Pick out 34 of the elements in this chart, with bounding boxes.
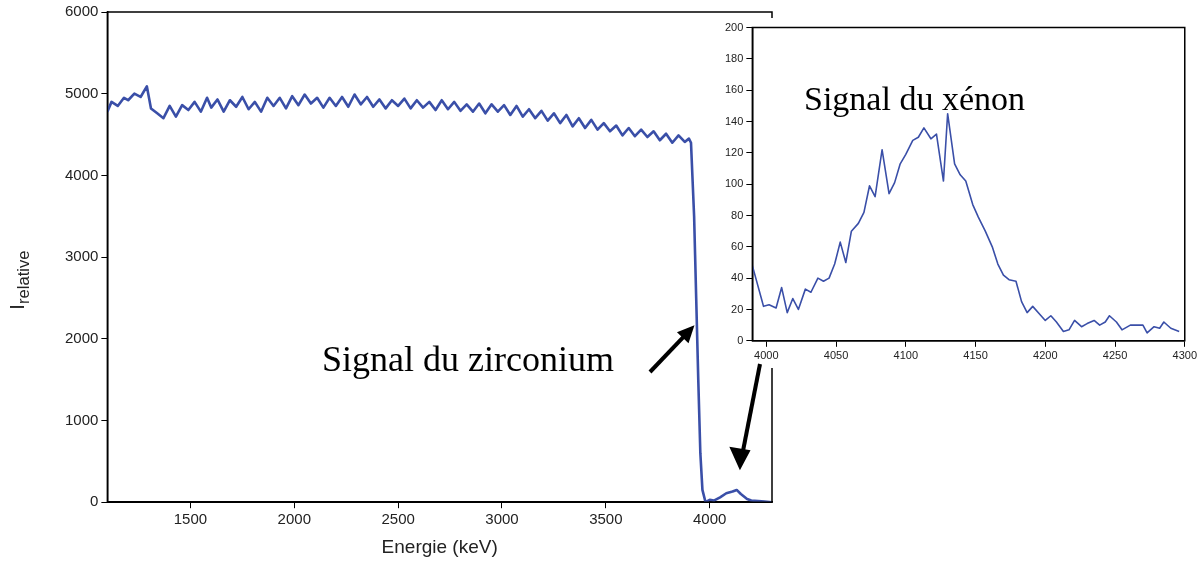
y-tick-label: 20	[731, 302, 744, 315]
y-tick-label: 160	[724, 83, 744, 96]
x-tick-label: 4100	[893, 349, 919, 362]
x-tick-label: 4250	[1102, 349, 1128, 362]
x-tick-label: 3000	[485, 510, 519, 528]
y-tick-label: 3000	[64, 247, 99, 265]
y-tick-label: 80	[731, 208, 744, 221]
x-tick-label: 4200	[1033, 349, 1058, 362]
y-tick-label: 4000	[64, 165, 99, 183]
y-tick-label: 100	[724, 177, 744, 190]
annotation: Signal du xénon	[804, 80, 1025, 118]
x-tick-label: 2000	[277, 510, 311, 528]
x-tick-label: 3500	[589, 510, 623, 528]
y-tick-label: 5000	[64, 83, 99, 101]
annotation: Signal du zirconium	[322, 338, 614, 380]
x-tick-label: 4300	[1172, 349, 1198, 362]
x-axis-title: Energie (keV)	[381, 535, 498, 557]
x-tick-label: 4000	[693, 510, 727, 528]
x-tick-label: 4050	[823, 349, 849, 362]
y-tick-label: 2000	[64, 328, 99, 346]
y-tick-label: 6000	[64, 2, 99, 20]
y-tick-label: 0	[737, 333, 744, 346]
x-tick-label: 2500	[381, 510, 415, 528]
y-tick-label: 140	[724, 114, 744, 127]
x-tick-label: 1500	[173, 510, 208, 528]
y-tick-label: 200	[724, 20, 744, 33]
x-tick-label: 4150	[963, 349, 988, 362]
y-tick-label: 120	[724, 145, 744, 158]
y-tick-label: 60	[731, 239, 744, 252]
y-tick-label: 40	[731, 271, 744, 284]
y-tick-label: 1000	[64, 410, 99, 428]
y-tick-label: 180	[724, 51, 744, 64]
y-tick-label: 0	[90, 492, 99, 510]
x-tick-label: 4000	[754, 349, 779, 362]
